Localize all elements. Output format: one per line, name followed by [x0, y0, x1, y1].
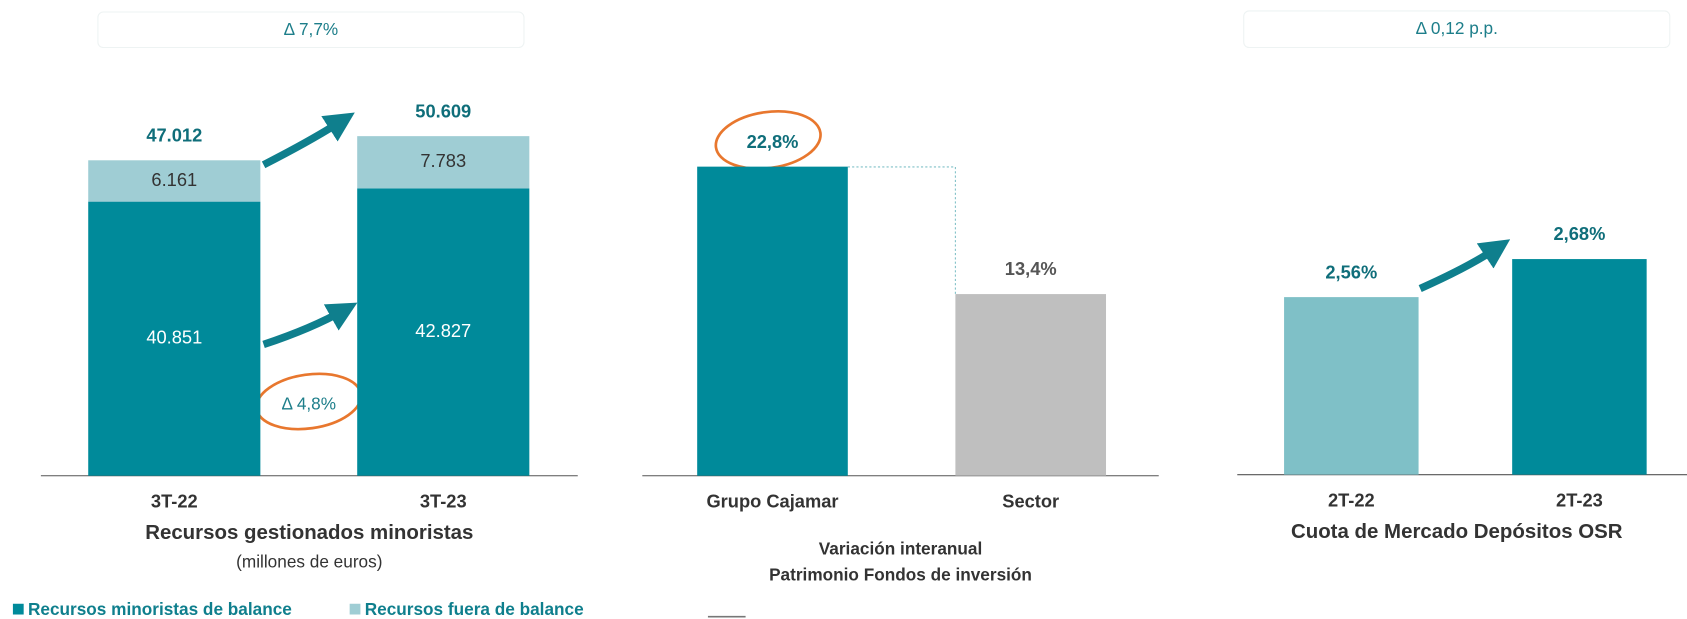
legend-label: Recursos minoristas de balance — [28, 599, 292, 619]
value-label: 40.851 — [146, 327, 202, 348]
value-label: 22,8% — [747, 131, 799, 152]
x-tick-label: 3T-22 — [151, 490, 198, 511]
chart-title: Patrimonio Fondos de inversión — [769, 564, 1032, 584]
value-label: 13,4% — [1005, 258, 1057, 279]
legend-label: Recursos fuera de balance — [365, 599, 584, 619]
x-tick-label: Grupo Cajamar — [706, 490, 838, 511]
value-label: 2,56% — [1325, 261, 1377, 282]
annotation: Δ 7,7% — [284, 19, 339, 39]
x-tick-label: 3T-23 — [420, 490, 467, 511]
x-tick-label: Sector — [1002, 490, 1059, 511]
value-label: 2,68% — [1553, 223, 1605, 244]
value-label: 7.783 — [420, 150, 466, 171]
chart-subtitle: (millones de euros) — [236, 551, 382, 571]
arrow — [262, 302, 358, 349]
bar — [1284, 297, 1419, 475]
connector — [847, 166, 956, 294]
bar-segment — [357, 188, 530, 476]
bar — [1512, 259, 1647, 475]
bar-segment — [357, 136, 530, 189]
chart-title: Variación interanual — [819, 539, 983, 559]
arrow — [1418, 239, 1511, 292]
bar — [955, 294, 1107, 476]
value-label: 6.161 — [151, 169, 197, 190]
x-tick-label: 2T-22 — [1328, 489, 1375, 510]
bar-segment — [88, 201, 261, 476]
arrow — [261, 112, 355, 169]
total-label: 47.012 — [146, 124, 202, 145]
x-tick-label: 2T-23 — [1556, 489, 1603, 510]
annotation: Δ 0,12 p.p. — [1416, 18, 1498, 38]
bar-segment — [88, 160, 261, 202]
total-label: 50.609 — [415, 100, 471, 121]
chart-title: Recursos gestionados minoristas — [145, 521, 473, 544]
value-label: 42.827 — [415, 320, 471, 341]
annotation: Δ 4,8% — [282, 393, 337, 413]
chart-title: Cuota de Mercado Depósitos OSR — [1291, 520, 1623, 543]
bar — [697, 166, 848, 476]
annotation-box — [1243, 10, 1671, 49]
annotation-box — [97, 11, 525, 49]
legend-swatch — [12, 603, 24, 615]
legend-swatch — [349, 603, 361, 615]
